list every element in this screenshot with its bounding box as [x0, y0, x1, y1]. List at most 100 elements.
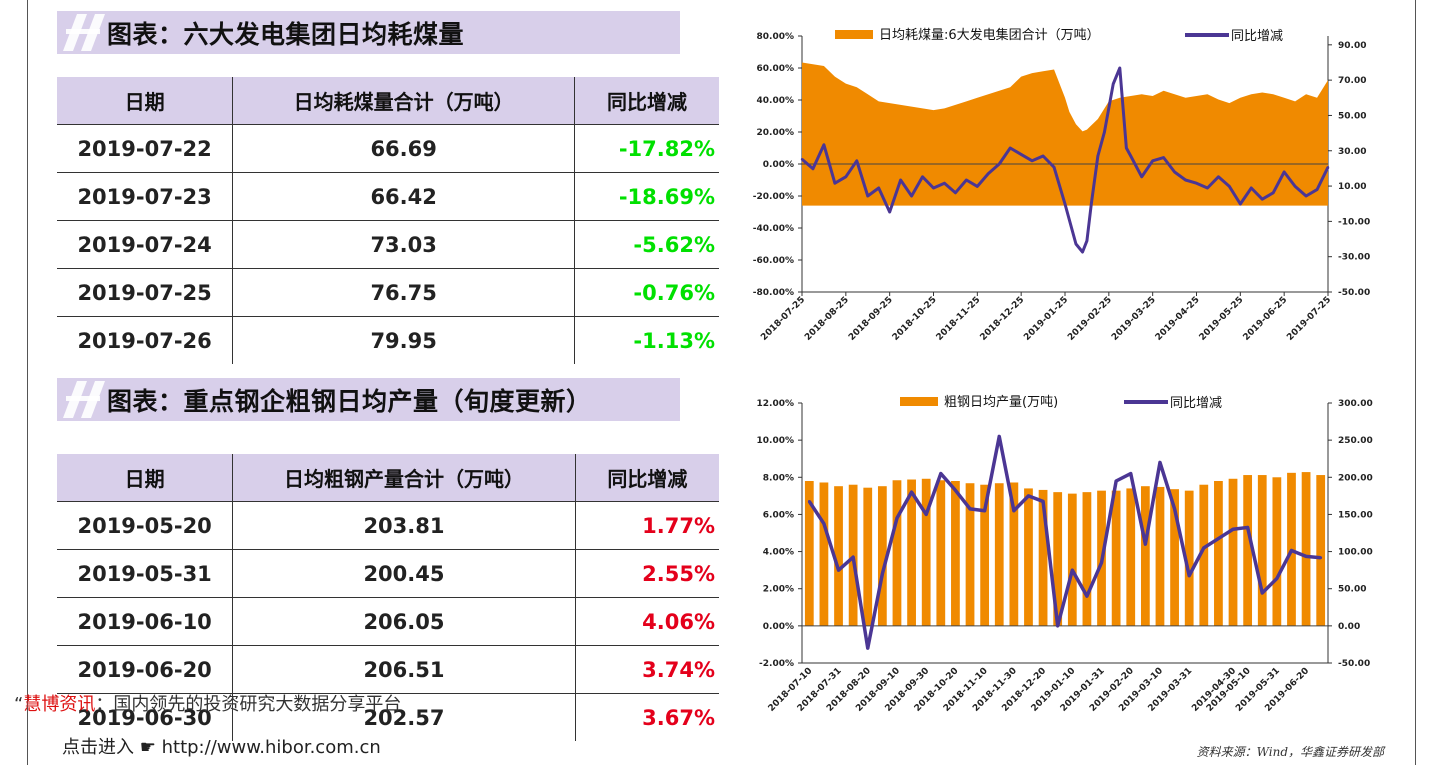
line-point [888, 210, 891, 214]
legend-label: 日均耗煤量:6大发电集团合计（万吨） [879, 27, 1100, 43]
right-border-line [1415, 0, 1416, 765]
cell-date: 2019-06-30 [57, 693, 234, 741]
line-point [1112, 82, 1115, 86]
table-row: 2019-07-23 66.42 -18.69% [57, 172, 719, 221]
watermark-line2[interactable]: 点击进入 ☛ http://www.hibor.com.cn [62, 733, 381, 759]
table-header-row: 日期 日均耗煤量合计（万吨） 同比增减 [57, 77, 719, 125]
cell-date: 2019-07-26 [57, 316, 234, 364]
line-point [1250, 186, 1253, 190]
line-point [851, 555, 855, 559]
cell-yoy: -1.13% [633, 328, 715, 353]
line-point [998, 162, 1001, 166]
bar [1126, 488, 1136, 626]
right-tick-label: -30.00 [1338, 253, 1370, 263]
line-point [1319, 556, 1323, 560]
section-title-coal: 图表：六大发电集团日均耗煤量 [57, 11, 680, 54]
line-point [1070, 568, 1074, 572]
line-point [811, 167, 815, 170]
cell-value: 206.05 [232, 597, 576, 646]
bar [1272, 477, 1282, 626]
left-tick-label: 10.00% [757, 436, 795, 446]
line-point [1228, 185, 1231, 188]
line-point [997, 435, 1001, 438]
right-tick-label: 200.00 [1338, 473, 1373, 483]
line-point [1272, 191, 1275, 194]
line-point [954, 191, 957, 194]
bar [1316, 475, 1326, 626]
steel-table: 日期 日均粗钢产量合计（万吨） 同比增减 2019-05-20 203.81 1… [57, 454, 719, 741]
left-tick-label: 40.00% [757, 96, 795, 106]
x-tick-label: 2018-09-25 [847, 295, 895, 343]
bar [804, 481, 814, 626]
right-tick-label: 250.00 [1338, 436, 1373, 446]
bar [980, 484, 990, 626]
line-point [965, 178, 968, 182]
right-tick-label: 100.00 [1338, 548, 1373, 558]
bar [1053, 492, 1063, 626]
area-series-coal [802, 62, 1328, 206]
legend-label: 粗钢日均产量(万吨) [944, 395, 1058, 410]
line-point [866, 646, 870, 650]
line-point [910, 490, 913, 494]
line-point [855, 159, 858, 162]
line-point [1231, 527, 1235, 531]
bar [834, 486, 843, 626]
right-tick-label: 50.00 [1338, 585, 1366, 595]
left-tick-label: 80.00% [757, 32, 795, 42]
line-point [939, 472, 943, 475]
line-point [983, 509, 987, 513]
bar [848, 484, 858, 626]
right-tick-label: 10.00 [1338, 182, 1366, 192]
table-row: 2019-05-31 200.45 2.55% [57, 549, 719, 598]
x-tick-label: 2019-03-25 [1110, 295, 1158, 343]
line-point [1063, 202, 1067, 206]
line-point [1125, 146, 1128, 150]
line-point [1027, 494, 1030, 498]
hand-pointer-icon: ☛ [139, 737, 156, 758]
line-point [1129, 154, 1132, 158]
line-point [1184, 178, 1187, 182]
bar [1184, 490, 1194, 626]
line-point [1158, 461, 1162, 464]
cell-date: 2019-07-23 [57, 172, 234, 221]
line-point [877, 186, 880, 190]
right-tick-label: -50.00 [1338, 288, 1370, 298]
cell-yoy: 3.67% [642, 705, 715, 730]
cell-yoy: -0.76% [633, 280, 715, 305]
bar [819, 482, 829, 626]
left-tick-label: -80.00% [753, 288, 794, 298]
line-point [1103, 130, 1106, 134]
line-point [1246, 526, 1250, 529]
watermark-prefix: 点击进入 [62, 737, 134, 758]
line-point [822, 143, 826, 146]
bar [1155, 486, 1165, 626]
line-point [1206, 186, 1209, 190]
line-point [1068, 218, 1071, 222]
left-border-line [27, 0, 28, 765]
left-tick-label: 2.00% [763, 585, 794, 595]
cell-value: 66.69 [232, 124, 576, 173]
line-point [833, 182, 837, 185]
line-point [1217, 537, 1220, 540]
cell-value: 66.42 [232, 172, 576, 221]
line-point [968, 507, 972, 511]
source-note: 资料来源：Wind，华鑫证券研发部 [1196, 745, 1384, 759]
cell-yoy: 3.74% [642, 657, 715, 682]
line-point [1129, 472, 1133, 475]
bar [921, 478, 931, 626]
line-point [866, 194, 869, 198]
cell-yoy: 2.55% [642, 561, 715, 586]
legend-label: 同比增减 [1170, 396, 1222, 411]
line-point [1304, 555, 1308, 558]
watermark-url-link[interactable]: http://www.hibor.com.cn [161, 737, 381, 758]
legend-label: 同比增减 [1231, 29, 1283, 44]
x-tick-label: 2019-07-25 [1285, 295, 1333, 343]
coal-consumption-chart: 日均耗煤量:6大发电集团合计（万吨） 同比增减 80.00% 60.00% 40.00%… [753, 27, 1370, 343]
bar [1170, 489, 1179, 626]
left-tick-label: 8.00% [763, 473, 794, 483]
line-point [1107, 106, 1111, 110]
bar [994, 483, 1004, 626]
line-point [844, 175, 848, 178]
line-point [954, 488, 957, 492]
x-tick-label: 2019-02-25 [1066, 295, 1114, 343]
